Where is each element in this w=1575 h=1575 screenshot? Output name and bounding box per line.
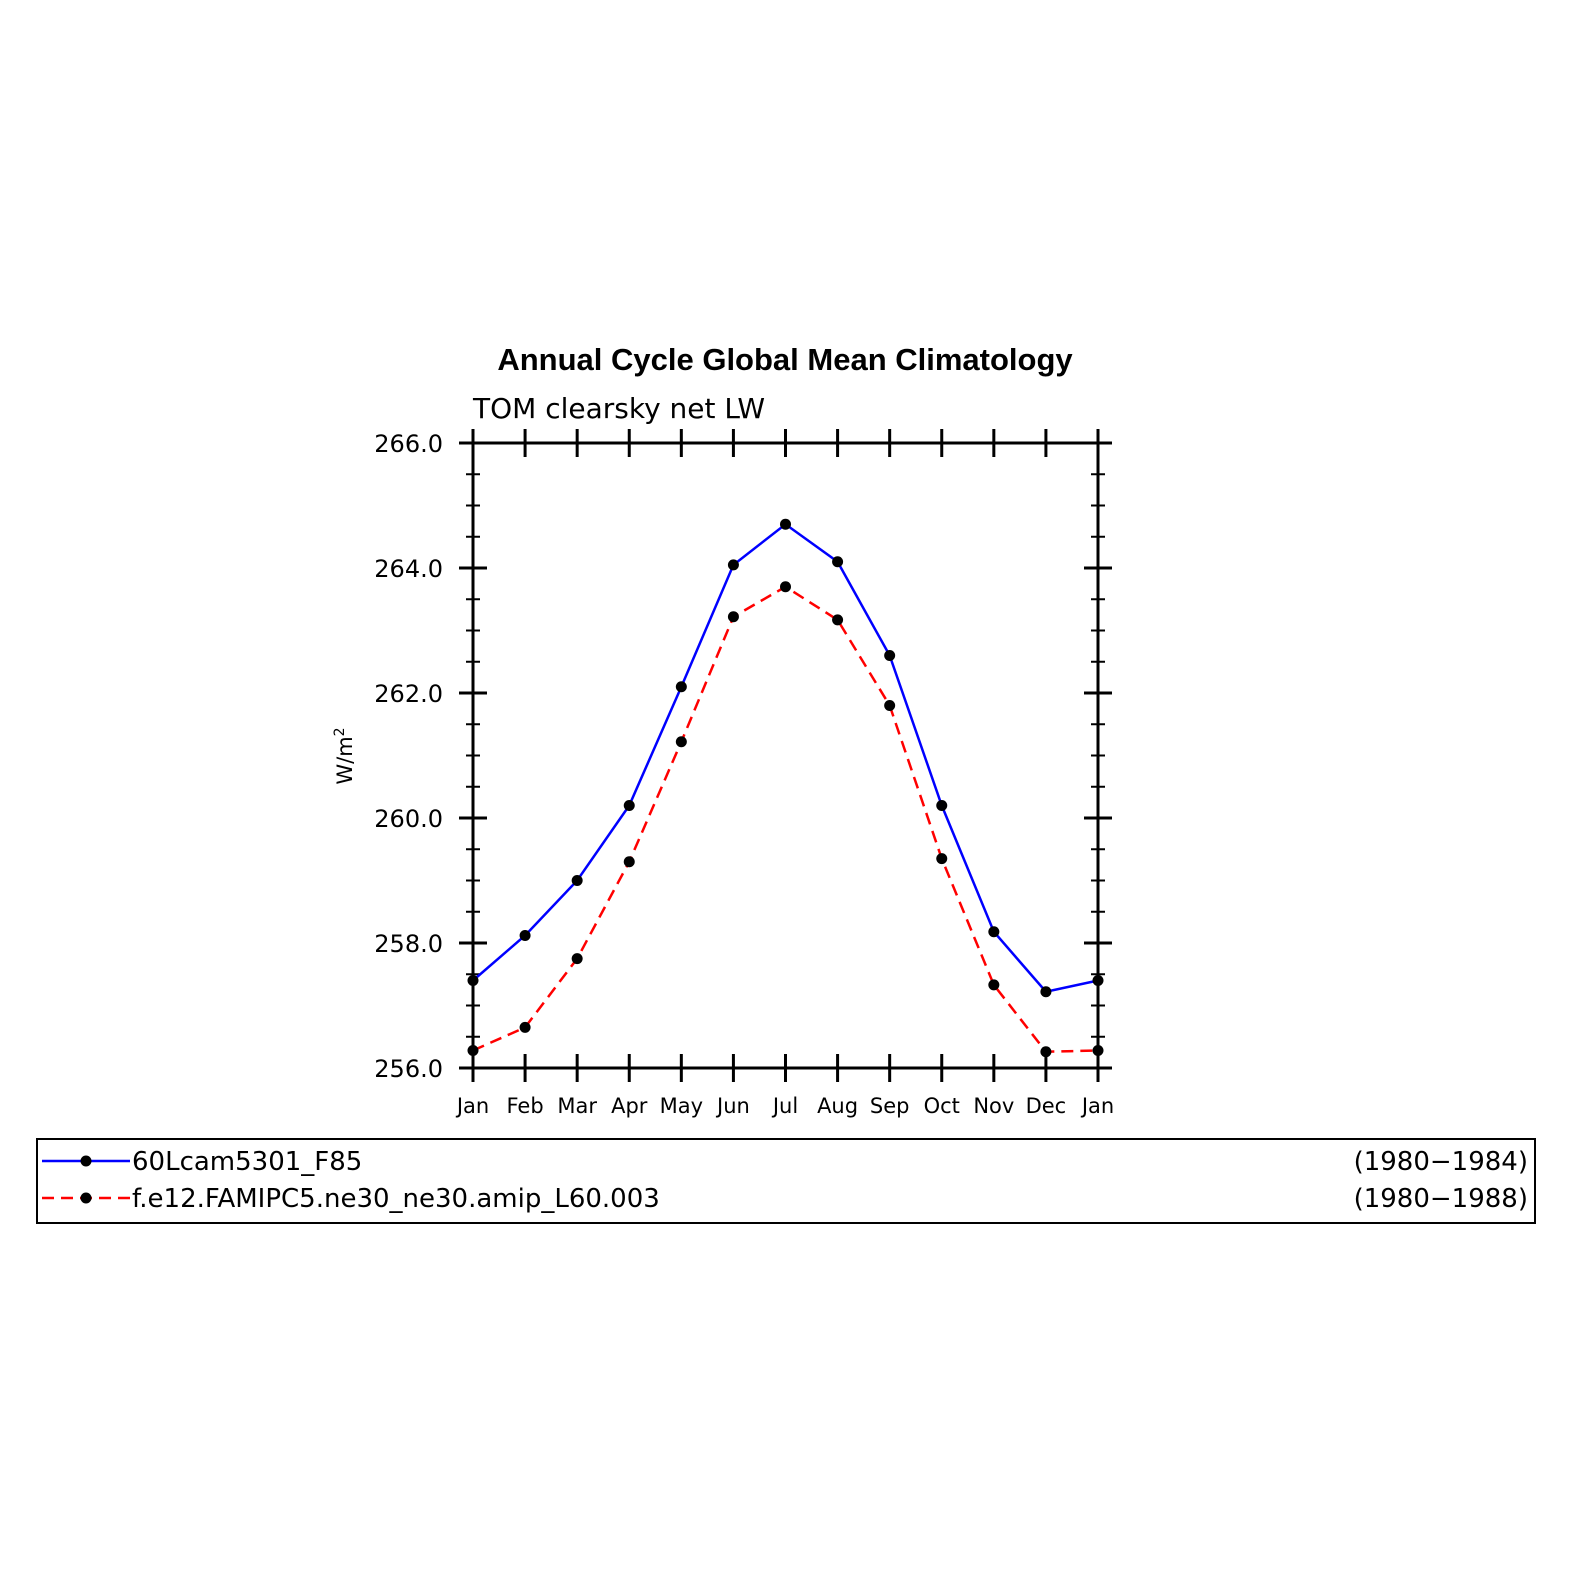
legend: 60Lcam5301_F85 (1980−1984) f.e12.FAMIPC5.n… [36, 1138, 1536, 1224]
x-tick-label: Feb [506, 1094, 543, 1118]
series-markers [467, 518, 1104, 1058]
legend-marker-1 [80, 1155, 92, 1167]
legend-marker-2 [80, 1192, 92, 1204]
series-2-point [936, 853, 948, 865]
series-2-point [519, 1021, 531, 1033]
y-tick-label: 262.0 [374, 680, 443, 708]
x-tick-label: Sep [870, 1094, 910, 1118]
series-1-point [936, 800, 948, 811]
series-1-point [988, 926, 1000, 938]
series-1-point [675, 681, 687, 693]
y-tick-label: 258.0 [374, 930, 443, 958]
x-tick-label: Oct [924, 1094, 960, 1118]
series-1-point [832, 556, 844, 568]
x-tick-label: Nov [973, 1094, 1014, 1118]
x-tick-labels: Jan Feb Mar Apr May Jun Jul Aug Sep Oct Nov Dec Jan [455, 1094, 1114, 1118]
series-1-point [623, 800, 635, 811]
series-2-point [675, 736, 687, 748]
legend-years-1: (1980−1984) [1354, 1147, 1528, 1177]
series-lines [472, 522, 1099, 1054]
x-tick-label: Dec [1026, 1094, 1067, 1118]
y-axis-label-text: W/m [333, 736, 357, 784]
series-1-point [1040, 986, 1052, 998]
series-line-1 [472, 522, 1099, 994]
series-1-point [727, 559, 739, 571]
legend-label-2: f.e12.FAMIPC5.ne30_ne30.amip_L60.003 [132, 1184, 660, 1214]
legend-label-1: 60Lcam5301_F85 [132, 1147, 362, 1177]
x-tick-label: Jan [1080, 1094, 1114, 1118]
series-2-point [832, 614, 844, 626]
chart-subtitle: TOM clearsky net LW [472, 392, 765, 425]
series-2-point [1040, 1046, 1052, 1058]
x-tick-label: Jun [715, 1094, 750, 1118]
y-axis-label-superscript: 2 [332, 727, 348, 736]
series-2-point [988, 979, 1000, 991]
series-2-point [884, 700, 896, 711]
series-1-point [571, 875, 583, 886]
series-2-point [780, 581, 791, 593]
y-tick-label: 264.0 [374, 555, 443, 583]
x-tick-label: Mar [557, 1094, 597, 1118]
legend-years-2: (1980−1988) [1354, 1184, 1528, 1214]
plot-frame [471, 441, 1100, 1070]
series-line-2 [472, 585, 1099, 1054]
x-tick-label: Jul [771, 1094, 798, 1118]
x-tick-label: Aug [817, 1094, 858, 1118]
x-tick-label: Jan [455, 1094, 489, 1118]
y-axis-label: W/m2 [332, 727, 357, 784]
legend-box [36, 1138, 1536, 1224]
series-2-point [623, 856, 635, 868]
y-tick-label: 256.0 [374, 1055, 443, 1083]
series-2-point [727, 611, 739, 623]
chart-title: Annual Cycle Global Mean Climatology [497, 342, 1073, 377]
y-tick-labels: 256.0 258.0 260.0 262.0 264.0 266.0 [374, 430, 443, 1083]
x-tick-label: Apr [611, 1094, 648, 1118]
series-2-point [571, 953, 583, 965]
series-1-point [884, 650, 896, 661]
svg-text:W/m2: W/m2 [332, 727, 357, 784]
x-tick-label: May [660, 1094, 703, 1118]
y-tick-label: 266.0 [374, 430, 443, 458]
series-1-point [780, 518, 791, 530]
series-1-point [519, 930, 531, 941]
y-tick-label: 260.0 [374, 805, 443, 833]
